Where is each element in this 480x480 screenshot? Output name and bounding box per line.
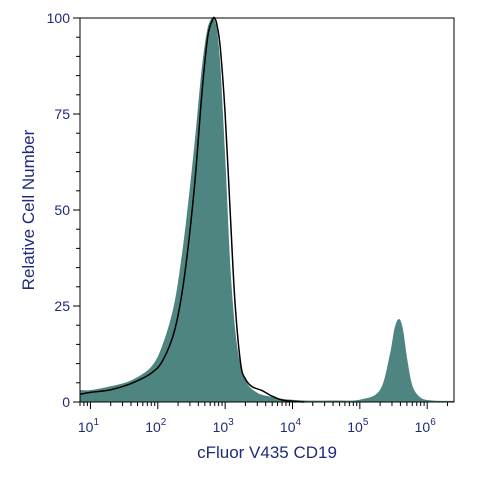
x-tick-label: 104 <box>280 417 302 435</box>
y-axis-label: Relative Cell Number <box>19 129 38 290</box>
x-tick-exponent: 4 <box>295 417 301 428</box>
plot-area <box>79 16 455 403</box>
y-tick-label: 0 <box>62 394 70 410</box>
x-axis-label: cFluor V435 CD19 <box>197 443 337 462</box>
x-tick-exponent: 2 <box>161 417 167 428</box>
series-1-outline-histogram <box>79 16 305 403</box>
y-tick-label: 100 <box>47 10 71 26</box>
x-tick-label: 103 <box>213 417 235 435</box>
x-axis: 101 102 103 104 105 106 <box>78 402 448 435</box>
x-tick-exponent: 1 <box>93 417 99 428</box>
y-tick-label: 75 <box>54 106 70 122</box>
x-tick-base: 10 <box>347 419 363 435</box>
x-tick-label: 102 <box>145 417 167 435</box>
series-0-filled-histogram <box>79 17 455 403</box>
x-tick-base: 10 <box>213 419 229 435</box>
y-axis: 0 25 50 75 100 <box>47 10 80 410</box>
x-tick-label: 101 <box>78 417 100 435</box>
x-tick-exponent: 3 <box>228 417 234 428</box>
x-tick-label: 106 <box>415 417 437 435</box>
x-tick-base: 10 <box>415 419 431 435</box>
x-tick-base: 10 <box>280 419 296 435</box>
x-tick-base: 10 <box>78 419 94 435</box>
x-tick-base: 10 <box>145 419 161 435</box>
x-tick-exponent: 5 <box>363 417 369 428</box>
y-tick-label: 25 <box>54 298 70 314</box>
x-tick-exponent: 6 <box>430 417 436 428</box>
x-tick-label: 105 <box>347 417 369 435</box>
y-tick-label: 50 <box>54 202 70 218</box>
